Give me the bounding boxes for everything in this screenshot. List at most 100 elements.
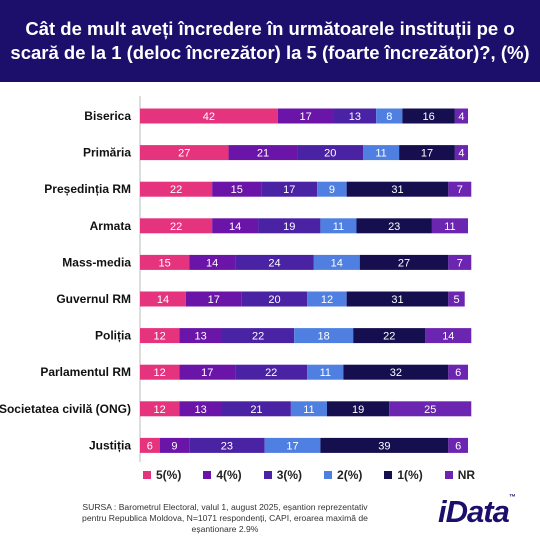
bar-value-label: 23 [388,221,400,233]
bar-value-label: 22 [170,221,182,233]
bar-segment [140,364,180,380]
stacked-bar-chart: Biserica 42 17 13 8 16 4 Primăria 27 21 20 11 17 4 Pre… [0,96,472,462]
bar-segment [261,181,318,197]
legend-swatch [384,471,393,479]
bar-segment [140,328,180,344]
bar-segment [179,328,222,344]
bar-value-label: 22 [265,367,277,379]
legend-swatch [203,471,212,479]
bar-value-label: 6 [147,440,153,452]
bar-value-label: 11 [444,221,455,233]
legend-swatch [324,471,333,479]
bar-segment [448,181,472,197]
bar-segment [258,218,321,234]
bar-segment [307,364,344,380]
bar-value-label: 31 [391,184,403,196]
legend-swatch [444,471,453,479]
bar-value-label: 16 [423,111,435,123]
legend-item: 3(%) [263,468,302,482]
bar-value-label: 6 [455,440,461,452]
legend-label: NR [457,468,476,482]
bar-segment [320,218,357,234]
bar-segment [346,181,449,197]
bar-segment [333,108,377,124]
bar-segment [241,291,308,307]
bar-segment [159,437,190,453]
bar-segment [290,401,327,417]
legend-item: 5(%) [143,468,181,482]
logo-trademark: ™ [508,494,516,501]
bar-segment [235,364,308,380]
bar-segment [189,254,236,270]
bar-value-label: 11 [320,367,331,379]
bar-segment [179,401,222,417]
bar-value-label: 17 [208,294,220,306]
bar-value-label: 23 [221,440,233,452]
bar-segment [140,401,180,417]
bar-segment [189,437,265,453]
category-label: Justiția [89,438,131,452]
bar-segment [297,145,364,161]
legend-item: NR [444,468,476,482]
chart-title: Cât de mult aveți încredere în următoare… [10,18,530,63]
bar-segment [326,401,390,417]
bar-value-label: 8 [386,111,392,123]
bar-value-label: 21 [257,148,269,160]
bar-value-label: 9 [329,184,335,196]
title-banner: Cât de mult aveți încredere în următoare… [0,0,540,82]
bar-segment [454,108,468,124]
bar-segment [264,437,321,453]
bar-value-label: 7 [457,184,463,196]
legend-label: 2(%) [337,468,363,482]
bar-value-label: 21 [250,404,262,416]
bar-segment [448,364,468,380]
bar-segment [140,145,229,161]
bar-value-label: 15 [231,184,243,196]
bar-value-label: 17 [283,184,295,196]
bar-value-label: 14 [206,257,218,269]
bar-segment [235,254,314,270]
chart-legend: 5(%) 4(%) 3(%) 2(%) 1(%) NR [143,468,475,482]
bar-value-label: 32 [390,367,402,379]
bar-value-label: 12 [154,331,166,343]
bar-segment [448,437,468,453]
bar-value-label: 27 [178,148,190,160]
bar-segment [356,218,432,234]
bar-value-label: 22 [383,331,395,343]
bar-value-label: 12 [321,294,333,306]
bar-segment [140,254,190,270]
bar-value-label: 11 [303,404,314,416]
bar-segment [448,254,472,270]
bar-value-label: 12 [154,367,166,379]
bar-value-label: 22 [252,331,264,343]
bar-value-label: 11 [375,148,386,160]
bar-value-label: 19 [283,221,295,233]
bar-segment [389,401,472,417]
legend-item: 2(%) [324,468,362,482]
bar-segment [212,218,259,234]
category-label: Parlamentul RM [40,365,131,379]
bar-segment [140,218,213,234]
bar-value-label: 7 [457,257,463,269]
bar-segment [277,108,334,124]
legend-item: 4(%) [203,468,242,482]
bar-value-label: 12 [154,404,166,416]
logo-text: iData [438,494,510,529]
bar-value-label: 14 [157,294,169,306]
bar-value-label: 14 [442,331,454,343]
bar-segment [140,181,213,197]
bar-segment [307,291,347,307]
bar-value-label: 42 [203,111,215,123]
bar-value-label: 11 [333,221,344,233]
bar-value-label: 17 [286,440,298,452]
bar-value-label: 4 [458,111,464,123]
bar-value-label: 6 [455,367,461,379]
idata-logo: iData™ [438,494,516,530]
bar-value-label: 22 [170,184,182,196]
bar-value-label: 31 [391,294,403,306]
bar-value-label: 13 [195,331,207,343]
legend-item: 1(%) [384,468,423,482]
bar-segment [431,218,468,234]
bar-segment [343,364,449,380]
bar-value-label: 17 [201,367,213,379]
